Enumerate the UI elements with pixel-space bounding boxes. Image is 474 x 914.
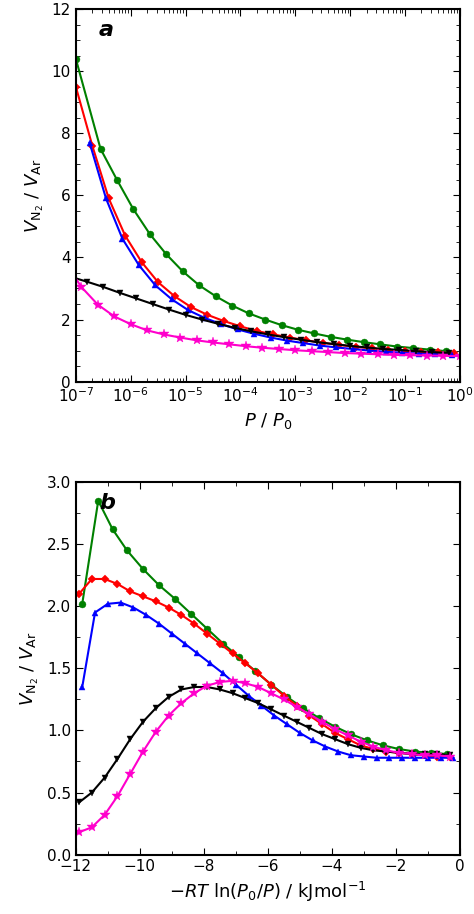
Text: b: b	[99, 494, 115, 514]
X-axis label: $\mathit{P}$ / $\mathit{P}_\mathregular{0}$: $\mathit{P}$ / $\mathit{P}_\mathregular{…	[244, 410, 292, 430]
Y-axis label: $\mathit{V}$$_{\mathregular{N_2}}$ / $\mathit{V}$$_{\mathregular{Ar}}$: $\mathit{V}$$_{\mathregular{N_2}}$ / $\m…	[19, 632, 41, 706]
Y-axis label: $\mathit{V}$$_{\mathregular{N_2}}$ / $\mathit{V}$$_{\mathregular{Ar}}$: $\mathit{V}$$_{\mathregular{N_2}}$ / $\m…	[24, 158, 46, 232]
Text: a: a	[99, 20, 114, 40]
X-axis label: $-\mathit{RT}$ ln$(\mathit{P}_\mathregular{0}/\mathit{P})$ / kJmol$^{-1}$: $-\mathit{RT}$ ln$(\mathit{P}_\mathregul…	[169, 880, 366, 904]
